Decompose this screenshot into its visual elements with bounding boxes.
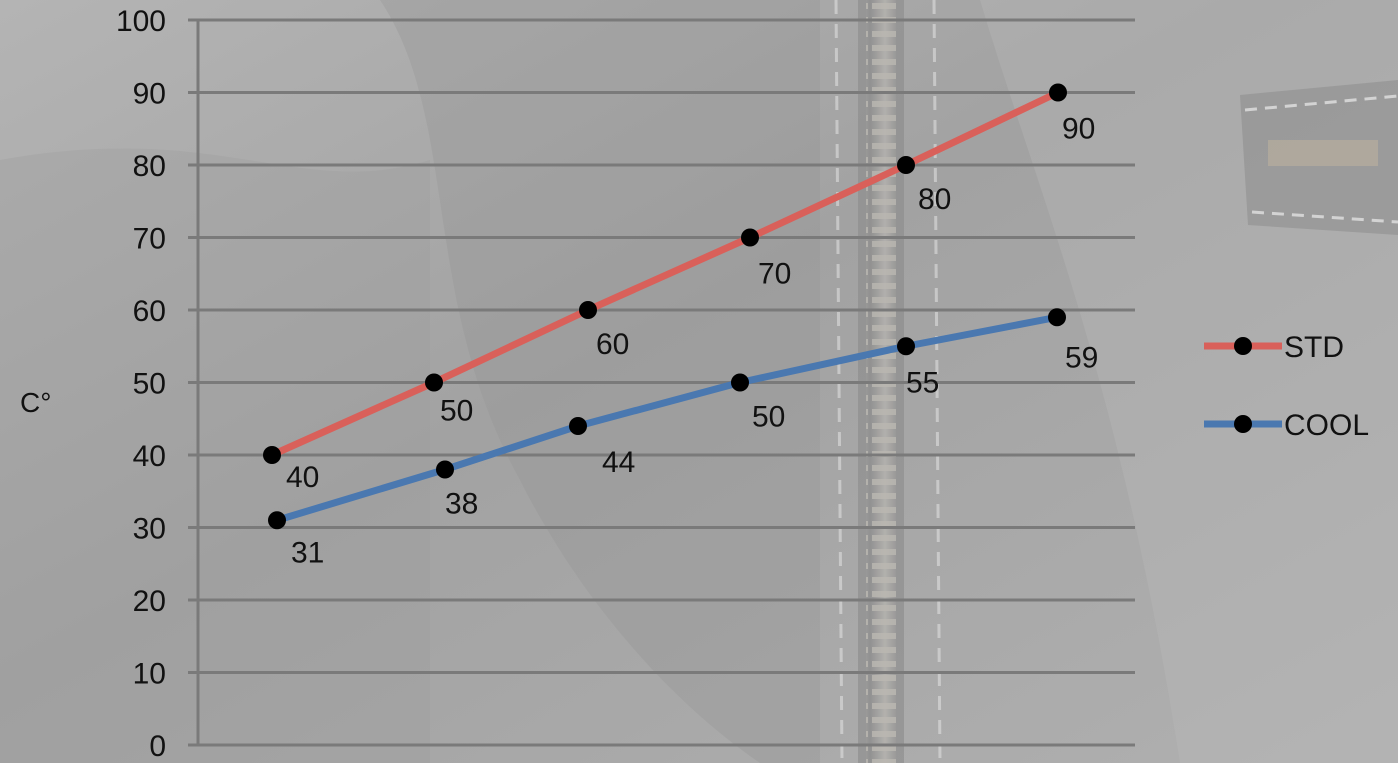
data-point[interactable] xyxy=(897,156,915,174)
y-tick-label: 0 xyxy=(149,730,166,763)
data-label: 31 xyxy=(291,536,324,569)
data-point[interactable] xyxy=(436,460,454,479)
data-label: 40 xyxy=(286,461,319,494)
y-tick-label: 10 xyxy=(133,658,166,691)
series-line-std xyxy=(268,89,1062,459)
data-point[interactable] xyxy=(569,417,587,435)
data-label: 80 xyxy=(918,183,951,216)
data-point[interactable] xyxy=(579,301,597,319)
data-point[interactable] xyxy=(1049,83,1067,102)
data-label: 55 xyxy=(906,366,939,399)
y-tick-label: 60 xyxy=(133,295,166,328)
legend-marker xyxy=(1234,415,1252,433)
data-label: 50 xyxy=(440,395,473,428)
y-axis-title: C° xyxy=(20,387,51,418)
series-line-cool xyxy=(273,313,1061,524)
legend-item-std[interactable]: STD xyxy=(1204,331,1344,364)
data-label: 50 xyxy=(752,401,785,434)
y-tick-label: 100 xyxy=(116,5,166,38)
gridlines xyxy=(188,18,1135,747)
data-point[interactable] xyxy=(268,511,286,530)
y-axis-ticks: 0 10 20 30 40 50 60 70 80 90 100 xyxy=(116,5,166,763)
y-tick-label: 20 xyxy=(133,585,166,618)
data-label: 60 xyxy=(596,328,629,361)
legend-label: STD xyxy=(1284,331,1344,364)
data-point[interactable] xyxy=(731,373,749,392)
y-tick-label: 40 xyxy=(133,440,166,473)
series-std: 40 50 60 70 80 90 xyxy=(263,83,1095,494)
data-point[interactable] xyxy=(1048,308,1066,327)
data-label: 44 xyxy=(602,446,635,479)
data-label: 90 xyxy=(1062,113,1095,146)
y-tick-label: 80 xyxy=(133,150,166,183)
y-tick-label: 50 xyxy=(133,368,166,401)
data-point[interactable] xyxy=(897,337,915,356)
data-point[interactable] xyxy=(425,373,443,392)
legend-label: COOL xyxy=(1284,409,1369,442)
data-label: 70 xyxy=(758,258,791,291)
series-cool: 31 38 44 50 55 59 xyxy=(268,308,1098,569)
legend-item-cool[interactable]: COOL xyxy=(1204,409,1369,442)
data-label: 38 xyxy=(445,488,478,521)
data-label: 59 xyxy=(1065,341,1098,374)
y-tick-label: 70 xyxy=(133,223,166,256)
series-lines: 40 50 60 70 80 90 31 38 44 50 55 59 xyxy=(263,83,1098,569)
data-point[interactable] xyxy=(263,446,281,464)
data-point[interactable] xyxy=(741,228,759,247)
legend[interactable]: STD COOL xyxy=(1204,331,1369,442)
y-tick-label: 30 xyxy=(133,513,166,546)
y-tick-label: 90 xyxy=(133,78,166,111)
legend-marker xyxy=(1234,337,1252,355)
